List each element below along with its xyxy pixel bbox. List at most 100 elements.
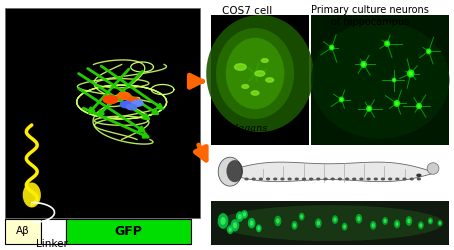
Circle shape bbox=[266, 78, 274, 82]
Ellipse shape bbox=[419, 223, 422, 227]
Ellipse shape bbox=[317, 221, 320, 226]
Ellipse shape bbox=[206, 15, 314, 132]
Circle shape bbox=[103, 96, 118, 104]
Ellipse shape bbox=[311, 22, 449, 138]
Ellipse shape bbox=[293, 223, 296, 228]
Circle shape bbox=[417, 178, 420, 180]
Ellipse shape bbox=[226, 38, 284, 109]
Bar bbox=[211, 15, 309, 145]
Ellipse shape bbox=[367, 107, 371, 110]
Ellipse shape bbox=[342, 223, 347, 230]
Ellipse shape bbox=[372, 223, 375, 228]
Ellipse shape bbox=[429, 219, 432, 223]
Ellipse shape bbox=[382, 217, 388, 225]
Text: Aβ: Aβ bbox=[16, 226, 30, 236]
Ellipse shape bbox=[334, 218, 336, 222]
Ellipse shape bbox=[248, 218, 256, 228]
Circle shape bbox=[417, 174, 421, 176]
Text: Primary culture neurons
of hippocampus: Primary culture neurons of hippocampus bbox=[311, 5, 429, 26]
Ellipse shape bbox=[357, 216, 360, 221]
Circle shape bbox=[255, 71, 265, 76]
Circle shape bbox=[281, 178, 284, 180]
Ellipse shape bbox=[329, 44, 335, 51]
Circle shape bbox=[127, 104, 137, 110]
Ellipse shape bbox=[395, 102, 399, 105]
Ellipse shape bbox=[370, 221, 376, 230]
Bar bbox=[311, 15, 449, 145]
Ellipse shape bbox=[427, 50, 430, 53]
Ellipse shape bbox=[407, 218, 410, 223]
Ellipse shape bbox=[291, 221, 298, 230]
Text: Linker: Linker bbox=[36, 239, 68, 249]
Ellipse shape bbox=[385, 42, 389, 46]
Ellipse shape bbox=[228, 228, 232, 232]
Text: C. elegans: C. elegans bbox=[216, 124, 267, 133]
Ellipse shape bbox=[216, 28, 294, 119]
Circle shape bbox=[310, 178, 312, 180]
Ellipse shape bbox=[220, 217, 226, 225]
Ellipse shape bbox=[360, 61, 367, 68]
Circle shape bbox=[331, 178, 334, 180]
Ellipse shape bbox=[256, 224, 262, 232]
Text: COS7 cell: COS7 cell bbox=[222, 6, 272, 16]
Circle shape bbox=[235, 64, 246, 70]
Ellipse shape bbox=[384, 219, 386, 223]
Ellipse shape bbox=[417, 104, 421, 108]
Circle shape bbox=[132, 100, 143, 106]
Ellipse shape bbox=[418, 222, 424, 229]
Ellipse shape bbox=[236, 211, 243, 222]
Ellipse shape bbox=[428, 218, 433, 224]
Ellipse shape bbox=[233, 222, 237, 228]
Ellipse shape bbox=[218, 213, 228, 229]
Circle shape bbox=[302, 178, 306, 180]
Ellipse shape bbox=[384, 40, 390, 47]
Ellipse shape bbox=[366, 105, 372, 112]
Circle shape bbox=[317, 178, 320, 180]
Ellipse shape bbox=[227, 225, 233, 234]
Circle shape bbox=[375, 178, 377, 180]
Ellipse shape bbox=[231, 219, 239, 232]
Ellipse shape bbox=[427, 163, 439, 174]
Bar bbox=[5, 8, 200, 218]
Ellipse shape bbox=[300, 214, 303, 218]
Ellipse shape bbox=[241, 210, 248, 219]
Ellipse shape bbox=[299, 212, 305, 220]
Circle shape bbox=[288, 178, 291, 180]
Ellipse shape bbox=[405, 216, 412, 226]
Circle shape bbox=[262, 58, 268, 62]
Circle shape bbox=[410, 178, 413, 180]
Polygon shape bbox=[223, 162, 435, 182]
Circle shape bbox=[381, 178, 385, 180]
Circle shape bbox=[396, 178, 399, 180]
Circle shape bbox=[345, 178, 349, 180]
Circle shape bbox=[252, 178, 255, 180]
Circle shape bbox=[118, 92, 130, 99]
Ellipse shape bbox=[362, 62, 365, 66]
Circle shape bbox=[245, 178, 248, 180]
Ellipse shape bbox=[343, 225, 346, 228]
Ellipse shape bbox=[438, 220, 442, 226]
Circle shape bbox=[266, 178, 270, 180]
Bar bbox=[66, 219, 191, 244]
Ellipse shape bbox=[393, 79, 395, 81]
Circle shape bbox=[403, 178, 406, 180]
Ellipse shape bbox=[315, 218, 322, 228]
Ellipse shape bbox=[332, 215, 338, 224]
Ellipse shape bbox=[392, 78, 396, 82]
Ellipse shape bbox=[439, 222, 441, 225]
Circle shape bbox=[127, 97, 139, 104]
Ellipse shape bbox=[227, 160, 243, 182]
Bar bbox=[211, 201, 449, 245]
Circle shape bbox=[389, 178, 391, 180]
Ellipse shape bbox=[238, 214, 242, 219]
Circle shape bbox=[260, 178, 262, 180]
Circle shape bbox=[360, 178, 363, 180]
Ellipse shape bbox=[416, 103, 422, 109]
Ellipse shape bbox=[243, 212, 246, 216]
Ellipse shape bbox=[330, 46, 333, 49]
Ellipse shape bbox=[355, 214, 362, 224]
Bar bbox=[5, 219, 41, 244]
Ellipse shape bbox=[23, 182, 41, 208]
Ellipse shape bbox=[426, 48, 431, 54]
Circle shape bbox=[120, 101, 132, 108]
